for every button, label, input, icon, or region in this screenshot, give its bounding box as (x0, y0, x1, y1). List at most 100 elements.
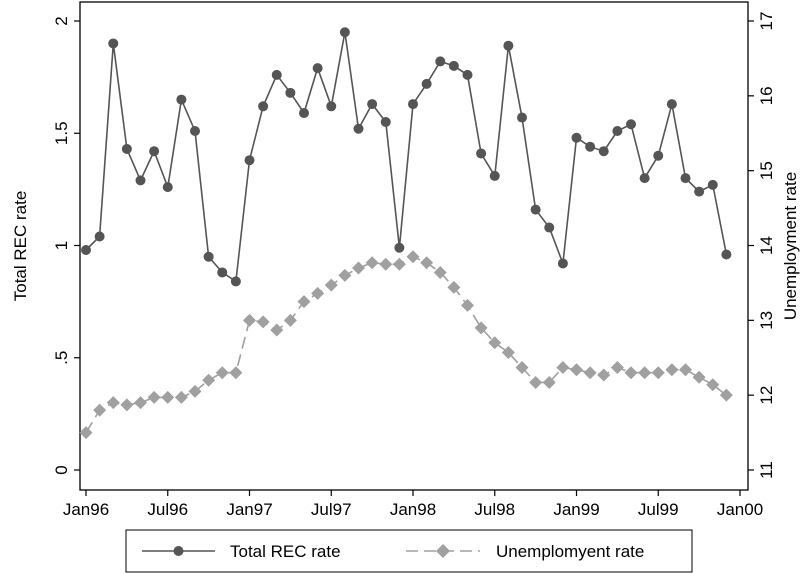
data-point (503, 40, 514, 51)
data-point (379, 257, 393, 271)
data-point (108, 38, 119, 49)
data-point (79, 426, 93, 440)
data-point (610, 360, 624, 374)
left-y-axis: 0 .5 1 1.5 2 (52, 16, 80, 475)
data-point (406, 250, 420, 264)
data-point (515, 360, 529, 374)
data-point (244, 155, 255, 166)
data-point (256, 315, 270, 329)
data-point (297, 295, 311, 309)
x-tick-label: Jan99 (553, 500, 599, 519)
data-point (651, 366, 665, 380)
data-point (447, 280, 461, 294)
data-point (556, 360, 570, 374)
data-point (530, 204, 541, 215)
x-tick-label: Jan97 (226, 500, 272, 519)
data-point (271, 69, 282, 80)
right-y-axis: 11 12 13 14 15 16 17 (748, 12, 776, 479)
x-axis: Jan96 Jul96 Jan97 Jul97 Jan98 Jul98 Jan99 Jul99… (63, 490, 763, 519)
data-point (93, 403, 107, 417)
data-point (353, 123, 364, 134)
data-point (542, 375, 556, 389)
data-point (365, 256, 379, 270)
x-tick-label: Jul96 (147, 500, 188, 519)
data-point (229, 366, 243, 380)
legend-marker-total-rec (173, 546, 184, 556)
data-point (462, 69, 473, 80)
data-point (121, 143, 132, 154)
data-point (461, 298, 474, 312)
data-point (489, 170, 500, 181)
data-point (380, 117, 391, 128)
data-point (392, 257, 406, 271)
data-point (638, 366, 652, 380)
x-tick-label: Jul97 (311, 500, 352, 519)
data-point (408, 99, 418, 110)
data-point (106, 396, 120, 410)
y-right-axis-title: Unemployment rate (781, 172, 800, 320)
data-point (162, 182, 173, 193)
data-point (326, 101, 337, 112)
right-tick-label: 17 (757, 12, 776, 31)
right-tick-label: 13 (757, 311, 776, 330)
data-point (476, 148, 487, 159)
data-point (161, 390, 175, 404)
x-tick-label: Jul98 (474, 500, 515, 519)
left-tick-label: 0 (52, 465, 71, 474)
data-point (215, 366, 229, 380)
data-point (653, 150, 664, 161)
left-tick-label: 1.5 (52, 121, 71, 145)
right-tick-label: 14 (757, 236, 776, 255)
right-tick-label: 11 (757, 461, 776, 479)
data-point (324, 278, 338, 292)
x-tick-label: Jul99 (638, 500, 679, 519)
data-point (529, 375, 543, 389)
data-point (190, 126, 200, 137)
data-point (188, 384, 202, 398)
data-point (570, 363, 583, 377)
data-point (680, 173, 691, 184)
data-point (285, 87, 296, 98)
data-point (679, 363, 692, 377)
legend: Total REC rate Unemplomyent rate (125, 529, 693, 573)
data-point (639, 173, 650, 184)
right-tick-label: 12 (757, 386, 776, 405)
data-point (421, 78, 432, 89)
data-point (339, 27, 350, 38)
data-point (488, 336, 502, 350)
data-point (134, 396, 147, 410)
data-point (243, 313, 256, 327)
data-point (448, 60, 459, 71)
data-point (583, 366, 597, 380)
data-point (94, 231, 105, 242)
data-point (707, 179, 718, 190)
data-point (299, 108, 309, 119)
data-point (501, 346, 515, 360)
data-point (202, 373, 216, 387)
x-tick-label: Jan96 (63, 500, 109, 519)
data-point (474, 321, 488, 335)
data-point (258, 101, 269, 112)
data-point (435, 56, 446, 67)
data-point (692, 370, 706, 384)
data-point (120, 398, 134, 412)
data-point (81, 244, 91, 255)
right-tick-label: 16 (757, 86, 776, 105)
data-point (367, 99, 378, 110)
data-point (665, 363, 679, 377)
right-tick-label: 15 (757, 161, 776, 180)
data-point (666, 99, 677, 110)
plot-frame (79, 1, 749, 491)
data-point (557, 258, 568, 269)
data-point (585, 141, 596, 152)
data-point (217, 267, 228, 278)
data-point (203, 251, 214, 262)
data-point (544, 222, 555, 233)
data-point (149, 146, 160, 157)
data-point (624, 366, 638, 380)
data-point (706, 378, 720, 392)
data-point (571, 132, 582, 143)
data-point (312, 63, 323, 74)
data-point (352, 261, 365, 275)
